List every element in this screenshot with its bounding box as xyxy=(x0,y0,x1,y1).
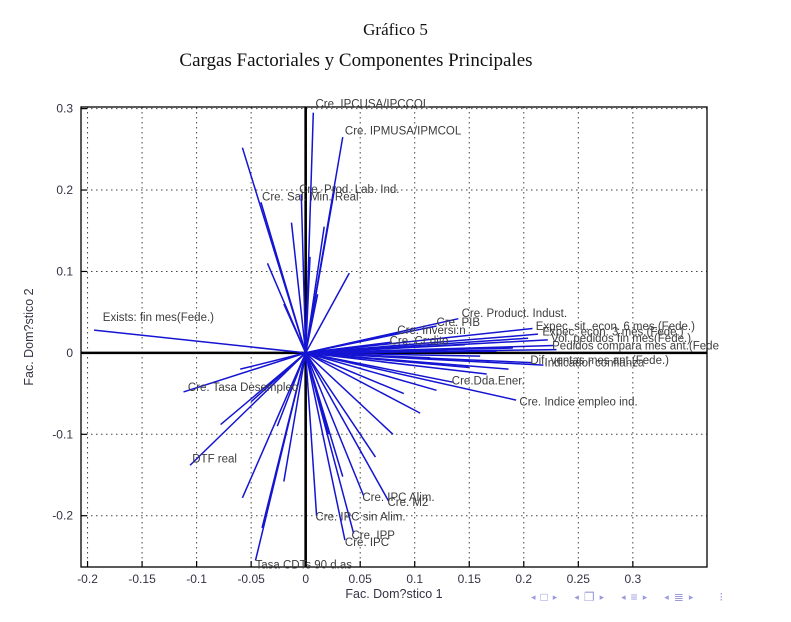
factor-vector xyxy=(305,333,539,354)
browse-object-icon[interactable]: ❐ xyxy=(583,590,595,604)
y-axis-label: Fac. Dom?stico 2 xyxy=(22,288,36,385)
factor-vector xyxy=(304,352,365,496)
vector-label: DTF real xyxy=(192,454,237,466)
factor-vector xyxy=(304,136,344,354)
factor-vector xyxy=(305,352,377,458)
factor-vector xyxy=(305,352,421,414)
vector-label: Exists: fin mes(Fede.) xyxy=(103,312,214,324)
browse-toolbar: ◂ □ ▸ ◂ ❐ ▸ ◂ ≡ ▸ ◂ ≣ ▸ ⁝ xyxy=(531,590,723,604)
browse-page-icon[interactable]: □ xyxy=(540,590,548,604)
vector-label: Cre. Sal. Min. Real xyxy=(262,192,359,204)
factor-vector xyxy=(283,303,307,354)
browse-next-icon[interactable]: ▸ xyxy=(688,592,694,602)
browse-group-object: ◂ ❐ ▸ xyxy=(574,590,604,604)
y-tick-label: -0.1 xyxy=(52,427,73,441)
factor-vector xyxy=(304,352,318,516)
vector-label: Cre. M2 xyxy=(387,497,428,509)
factor-vector xyxy=(305,327,533,354)
vector-label: Cre.Dda.Ener. xyxy=(452,376,525,388)
factor-vector xyxy=(305,339,548,354)
browse-group-page: ◂ □ ▸ xyxy=(531,590,557,604)
browse-prev-icon[interactable]: ◂ xyxy=(664,592,669,602)
x-tick-label: -0.15 xyxy=(128,572,156,586)
factor-vector xyxy=(305,331,399,354)
factor-vector xyxy=(189,352,307,466)
factor-vector xyxy=(305,352,405,395)
x-tick-label: 0.05 xyxy=(349,572,373,586)
chart-subtitle: Cargas Factoriales y Componentes Princip… xyxy=(179,50,533,71)
factor-vector xyxy=(305,352,517,401)
vector-label: Expec. econ. 3 mes.(Fede.) xyxy=(542,327,683,339)
vector-label: Cre. Inversi:n xyxy=(397,325,465,337)
x-tick-label: 0.3 xyxy=(624,572,641,586)
browse-headings-icon[interactable]: ≣ xyxy=(673,590,684,604)
browse-prev-icon[interactable]: ◂ xyxy=(621,592,626,602)
factor-vector xyxy=(260,202,307,354)
vector-label: Pedidos compara mes ant.(Fede xyxy=(552,341,719,353)
vector-label: Cre. PIB xyxy=(437,317,481,329)
x-tick-label: 0.2 xyxy=(515,572,532,586)
x-tick-label: -0.05 xyxy=(237,572,265,586)
x-axis-label: Fac. Dom?stico 1 xyxy=(345,587,442,601)
x-tick-label: -0.2 xyxy=(77,572,98,586)
factor-vector xyxy=(94,329,306,354)
factor-vector xyxy=(241,352,307,499)
x-tick-label: -0.1 xyxy=(186,572,207,586)
vector-label: Cre. IPC xyxy=(345,537,389,549)
x-tick-label: 0 xyxy=(302,572,309,586)
chart-title: Gráfico 5 xyxy=(363,20,428,39)
factor-vector xyxy=(304,112,315,353)
factor-vector xyxy=(304,352,346,541)
vector-label: Cre. IPC Alim. xyxy=(362,492,434,504)
y-tick-label: 0.3 xyxy=(56,102,73,116)
factor-vector xyxy=(305,352,394,435)
browse-next-icon[interactable]: ▸ xyxy=(552,592,558,602)
vector-label: Cre. Tasa Desempleo xyxy=(188,382,298,394)
factor-vector xyxy=(254,352,307,561)
x-tick-label: 0.15 xyxy=(458,572,482,586)
vector-label: Cre. Prod. Lab. Ind. xyxy=(299,184,399,196)
factor-vector xyxy=(183,352,306,393)
browse-prev-icon[interactable]: ◂ xyxy=(531,592,536,602)
vector-label: Indicador confianza xyxy=(545,358,645,370)
factor-vector xyxy=(305,344,554,354)
factor-vector xyxy=(300,194,307,353)
vector-label: Dif. ventas mes ant.(Fede.) xyxy=(530,355,669,367)
factor-vector xyxy=(276,352,307,427)
y-tick-label: 0.1 xyxy=(56,264,73,278)
vector-label: Cre. Cr:dito xyxy=(390,336,449,348)
browse-next-icon[interactable]: ▸ xyxy=(642,592,648,602)
factor-vector xyxy=(304,352,355,534)
y-tick-label: 0 xyxy=(66,346,73,360)
y-tick-label: 0.2 xyxy=(56,183,73,197)
vector-label: Cre. Indice empleo ind. xyxy=(519,397,637,409)
vector-label: Vol. pedidos fin mes(Fede.) xyxy=(551,333,691,345)
y-tick-label: -0.2 xyxy=(52,509,73,523)
factor-vector xyxy=(305,272,350,354)
browse-group-headings: ◂ ≣ ▸ xyxy=(664,590,693,604)
factor-vector xyxy=(283,352,307,482)
vector-label: Cre. IPC sin Alim. xyxy=(315,512,405,524)
plot-border xyxy=(80,106,708,568)
vector-label: Cre. IPMUSA/IPMCOL xyxy=(345,126,462,138)
vector-label: Tasa CDTs 90 d.as xyxy=(255,560,352,572)
factor-vector xyxy=(305,352,437,392)
x-tick-label: 0.25 xyxy=(567,572,591,586)
vector-label: Cre. IPCUSA/IPCCOL xyxy=(315,99,429,111)
factor-vector xyxy=(305,352,544,366)
x-tick-label: 0.1 xyxy=(406,572,423,586)
factor-vector xyxy=(305,352,390,502)
vector-label: Cre. Product. Indust. xyxy=(462,308,567,320)
browse-prev-icon[interactable]: ◂ xyxy=(574,592,579,602)
browse-next-icon[interactable]: ▸ xyxy=(599,592,605,602)
factor-vector xyxy=(290,222,307,353)
browse-group-edits: ◂ ≡ ▸ xyxy=(621,590,647,604)
vector-label: Expec. sit. econ. 6 mes.(Fede.) xyxy=(536,321,695,333)
factor-vector xyxy=(305,352,487,375)
vector-label: Cre. IPP xyxy=(351,530,395,542)
browse-more-icon[interactable]: ⁝ xyxy=(719,590,724,604)
browse-edits-icon[interactable]: ≡ xyxy=(630,590,638,604)
